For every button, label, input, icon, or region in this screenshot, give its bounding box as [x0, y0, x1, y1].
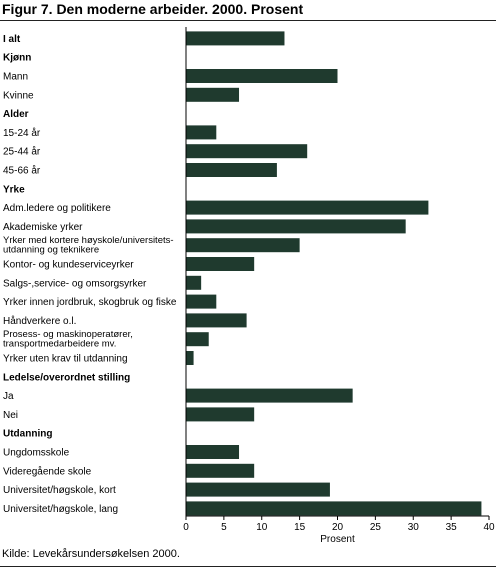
x-tick-label: 0	[183, 522, 189, 533]
bar	[186, 31, 285, 46]
bar	[186, 125, 217, 140]
source-note: Kilde: Levekårsundersøkelsen 2000.	[2, 548, 180, 560]
category-label: Yrker uten krav til utdanning	[3, 354, 128, 365]
bar	[186, 144, 308, 159]
category-label: 25-44 år	[3, 146, 41, 158]
x-tick-label: 15	[294, 522, 306, 533]
bar	[186, 482, 330, 497]
x-tick-label: 25	[370, 522, 382, 533]
category-label: Yrker innen jordbruk, skogbruk og fiske	[3, 297, 177, 308]
category-label: Videregående skole	[3, 465, 92, 477]
bar	[186, 445, 240, 459]
category-heading-label: Kjønn	[3, 53, 31, 64]
category-heading-label: Utdanning	[3, 429, 52, 440]
category-heading-label: I alt	[3, 34, 21, 45]
category-heading-label: Ledelse/overordnet stilling	[3, 372, 130, 383]
bar	[186, 257, 255, 271]
category-label: Akademiske yrker	[3, 222, 83, 233]
x-tick-label: 10	[256, 522, 268, 533]
bar	[186, 200, 429, 215]
category-label: Håndverkere o.l.	[3, 315, 76, 327]
bar	[186, 294, 217, 309]
bar	[186, 219, 406, 234]
category-label: 45-66 år	[3, 165, 41, 177]
category-label: Mann	[3, 72, 28, 83]
category-label: 15-24 år	[3, 127, 41, 139]
x-tick-label: 30	[408, 522, 420, 533]
category-label: Kontor- og kundeserviceyrker	[3, 260, 134, 271]
bar	[186, 163, 277, 177]
category-label: Universitet/høgskole, lang	[3, 504, 118, 515]
bar	[186, 332, 209, 347]
category-label: Ungdomsskole	[3, 448, 70, 459]
bar	[186, 351, 194, 365]
category-label: Nei	[3, 410, 18, 421]
bar	[186, 501, 482, 516]
figure-title: Figur 7. Den moderne arbeider. 2000. Pro…	[2, 1, 304, 17]
bar	[186, 87, 240, 102]
x-axis-title: Prosent	[320, 534, 355, 545]
category-label: Universitet/høgskole, kort	[3, 485, 116, 496]
bar	[186, 313, 247, 328]
bar	[186, 238, 300, 253]
category-label: Yrker med kortere høyskole/universitets-…	[3, 235, 174, 256]
bar	[186, 275, 202, 290]
category-label: Ja	[3, 391, 14, 402]
bar	[186, 69, 338, 83]
x-tick-label: 5	[221, 522, 227, 533]
x-tick-label: 20	[332, 522, 344, 533]
bar	[186, 463, 255, 478]
category-heading-label: Alder	[3, 109, 29, 120]
category-label: Adm.ledere og politikere	[3, 203, 111, 214]
x-tick-label: 40	[483, 522, 495, 533]
category-heading-label: Yrke	[3, 184, 25, 195]
title-divider	[0, 20, 496, 21]
bar	[186, 388, 353, 403]
category-label: Prosess- og maskinoperatører, transportme…	[3, 329, 133, 350]
category-label: Kvinne	[3, 90, 34, 101]
x-tick-label: 35	[446, 522, 458, 533]
category-label: Salgs-,service- og omsorgsyrker	[3, 278, 147, 289]
bar	[186, 407, 255, 422]
